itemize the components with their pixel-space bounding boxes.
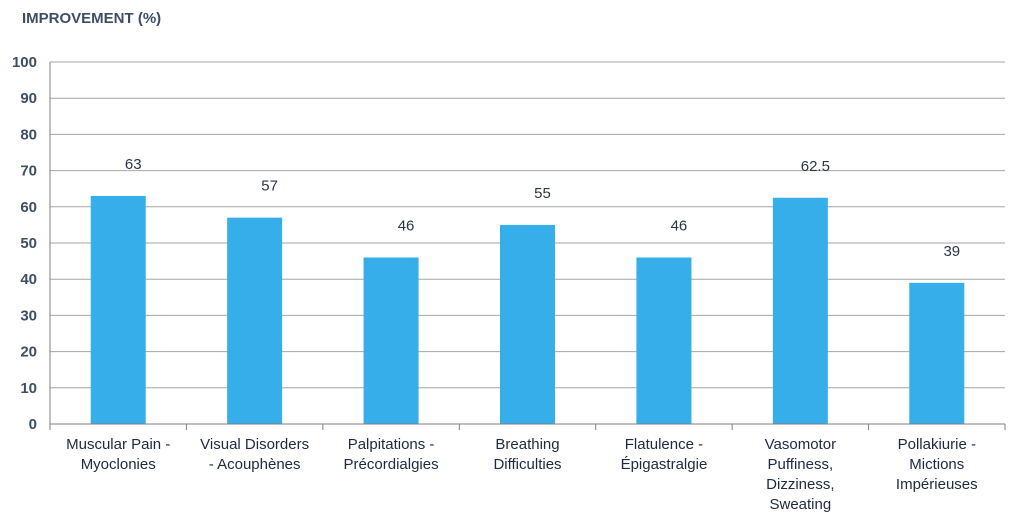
y-tick-label: 10: [20, 380, 37, 397]
y-axis-label: IMPROVEMENT (%): [22, 10, 161, 27]
x-tick-label-line: Dizziness,: [766, 476, 834, 493]
x-tick-label-line: Pollakiurie -: [898, 436, 976, 453]
x-tick-label-line: Précordialgies: [344, 456, 439, 473]
x-tick-label: Flatulence - Épigastralgie: [621, 436, 708, 473]
y-tick-label: 70: [20, 163, 37, 180]
bar: [636, 257, 692, 424]
y-tick-label: 30: [20, 307, 37, 324]
y-tick-label: 60: [20, 199, 37, 216]
y-tick-label: 0: [29, 416, 37, 433]
bar: [909, 282, 965, 424]
x-tick-label-line: Vasomotor: [765, 436, 836, 453]
x-tick-label-line: Myoclonies: [81, 456, 156, 473]
data-label: 39: [943, 243, 960, 260]
axes: [49, 62, 1006, 430]
x-tick-label: Pollakiurie - Mictions Impérieuses: [896, 436, 978, 493]
x-tick-label-line: Muscular Pain -: [66, 436, 170, 453]
y-tick-label: 90: [20, 90, 37, 107]
y-tick-label: 50: [20, 235, 37, 252]
bar: [772, 197, 828, 424]
x-tick-label: Vasomotor Puffiness, Dizziness, Sweating: [765, 436, 836, 513]
data-label: 62.5: [801, 158, 830, 175]
bar: [227, 217, 283, 424]
x-tick-label: Palpitations - Précordialgies: [344, 436, 439, 473]
x-tick-label-line: Palpitations -: [348, 436, 435, 453]
x-tick-label-line: Impérieuses: [896, 476, 978, 493]
y-tick-label: 40: [20, 271, 37, 288]
bar: [90, 195, 146, 424]
data-label: 57: [261, 178, 278, 195]
x-tick-label: Muscular Pain - Myoclonies: [66, 436, 170, 473]
y-tick-label: 100: [12, 54, 37, 71]
x-tick-label-line: Visual Disorders: [200, 436, 309, 453]
x-tick-label: Visual Disorders - Acouphènes: [200, 436, 309, 473]
y-tick-label: 20: [20, 344, 37, 361]
x-tick-label-line: Sweating: [769, 496, 831, 513]
data-label: 46: [671, 217, 688, 234]
data-label: 55: [534, 185, 551, 202]
data-label: 63: [125, 156, 142, 173]
data-label: 46: [398, 217, 415, 234]
x-tick-label-line: Difficulties: [493, 456, 561, 473]
bar: [500, 224, 555, 424]
x-tick-label-line: Flatulence -: [625, 436, 703, 453]
x-tick-label-line: Puffiness,: [768, 456, 834, 473]
x-tick-label-line: Breathing: [495, 436, 559, 453]
x-tick-label-line: Mictions: [909, 456, 964, 473]
bar: [363, 257, 419, 424]
data-labels: 63 57 46 55 46 62.5 39: [125, 156, 960, 260]
x-tick-label-line: - Acouphènes: [209, 456, 301, 473]
x-tick-label-line: Épigastralgie: [621, 456, 708, 473]
x-tick-label: Breathing Difficulties: [493, 436, 561, 473]
bars: [90, 195, 965, 424]
x-tick-labels: Muscular Pain - Myoclonies Visual Disorder…: [66, 436, 978, 513]
y-tick-labels: 0 10 20 30 40 50 60 70 80 90 100: [12, 54, 37, 433]
y-tick-label: 80: [20, 126, 37, 143]
